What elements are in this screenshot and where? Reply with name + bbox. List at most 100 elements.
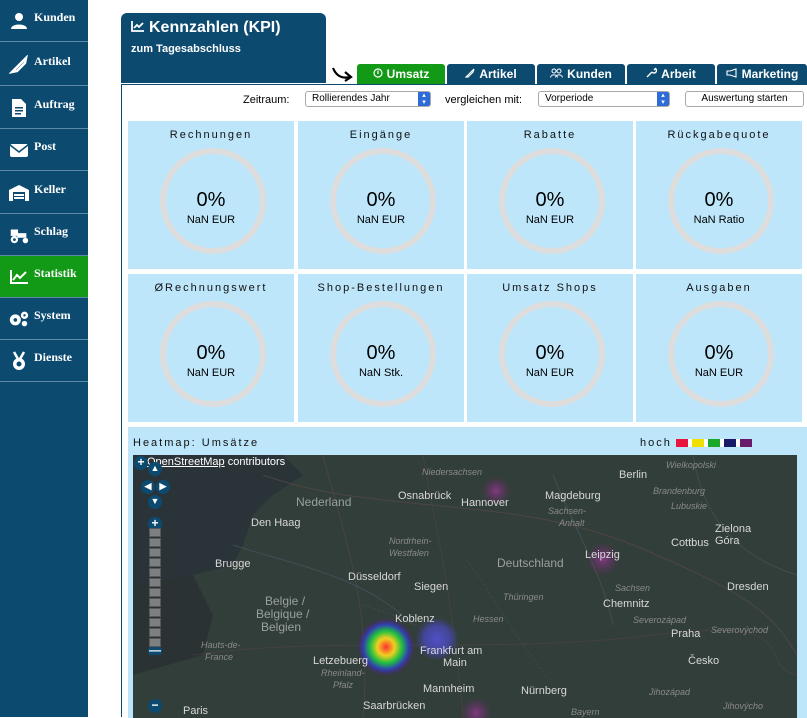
warehouse-icon (8, 182, 30, 204)
map-label: Hauts-de- (201, 640, 241, 650)
tab-artikel[interactable]: Artikel (447, 64, 535, 84)
heatmap-title: Heatmap: Umsätze (133, 437, 260, 449)
sidebar-item-label: Statistik (34, 266, 77, 280)
sidebar-item-auftrag[interactable]: Auftrag (0, 87, 88, 129)
map-label: Leipzig (585, 549, 620, 561)
sidebar-item-label: Post (34, 139, 56, 153)
zoom-level-segment[interactable] (149, 558, 161, 567)
kpi-card-eingaenge: Eingänge 0% NaN EUR (298, 121, 464, 269)
map-label: Nürnberg (521, 685, 567, 697)
vergleich-label: vergleichen mit: (445, 94, 523, 106)
kpi-ring (160, 301, 266, 407)
map-label: Niedersachsen (422, 467, 483, 477)
kpi-title: Shop-Bestellungen (317, 282, 445, 294)
sidebar-item-kunden[interactable]: Kunden (0, 0, 88, 42)
legend-swatch (703, 439, 708, 447)
kpi-ring (668, 148, 774, 254)
tab-marketing[interactable]: Marketing (717, 64, 807, 84)
zoom-level-segment[interactable] (149, 578, 161, 587)
chevron-updown-icon: ▴ ▾ (657, 92, 669, 106)
zoom-level-segment[interactable] (149, 538, 161, 547)
map-label: Westfalen (389, 548, 429, 558)
sidebar-item-keller[interactable]: Keller (0, 172, 88, 214)
zoom-level-segment[interactable] (149, 618, 161, 627)
map-attribution: OpenStreetMap contributors (147, 456, 285, 468)
tab-umsatz[interactable]: Umsatz (357, 64, 445, 84)
zoom-level-segment[interactable] (149, 608, 161, 617)
zeitraum-select[interactable]: Rollierendes Jahr ▴ ▾ (305, 91, 431, 107)
map-label: Osnabrück (398, 490, 452, 502)
sidebar-item-statistik[interactable]: Statistik (0, 256, 88, 298)
map-label: Góra (715, 535, 740, 547)
pan-right-button[interactable]: ▶ (156, 480, 170, 494)
tab-kunden[interactable]: Kunden (537, 64, 625, 84)
zeitraum-value: Rollierendes Jahr (312, 93, 390, 104)
zoom-level-segment[interactable] (149, 598, 161, 607)
map-label: Thüringen (503, 592, 544, 602)
sidebar-item-label: Auftrag (34, 97, 75, 111)
map-label: Dresden (727, 581, 769, 593)
osm-link[interactable]: OpenStreetMap (147, 456, 225, 468)
zoom-in-button[interactable]: + (148, 517, 162, 531)
sidebar-item-post[interactable]: Post (0, 129, 88, 171)
kpi-sub: NaN EUR (186, 367, 236, 379)
kpi-sub: NaN Stk. (358, 367, 403, 379)
pan-up-button[interactable]: ▲ (148, 462, 162, 476)
zoom-slider-handle[interactable]: — (148, 643, 162, 657)
kpi-title: Rechnungen (169, 129, 253, 141)
user-icon (8, 10, 30, 32)
sidebar-item-dienste[interactable]: Dienste (0, 340, 88, 382)
sidebar-item-label: Keller (34, 182, 66, 196)
map-label: Deutschland (497, 556, 564, 570)
document-icon (8, 97, 30, 119)
zoom-level-segment[interactable] (149, 588, 161, 597)
kpi-title: Rückgabequote (667, 129, 771, 141)
chevron-updown-icon: ▴ ▾ (418, 92, 430, 106)
tag-icon (8, 54, 30, 76)
heatmap-panel: Heatmap: Umsätze hoch (128, 427, 807, 718)
map-label: Berlin (619, 469, 648, 481)
kpi-title: Eingänge (349, 129, 413, 141)
kpi-value: 0% (196, 342, 226, 364)
zoom-level-segment[interactable] (149, 528, 161, 537)
arrow-right-icon (331, 67, 353, 82)
vergleich-value: Vorperiode (545, 93, 594, 104)
start-evaluation-button[interactable]: Auswertung starten (685, 91, 804, 107)
zoom-slider[interactable] (148, 527, 162, 647)
zoom-level-segment[interactable] (149, 638, 161, 647)
gears-icon (8, 308, 30, 330)
kpi-card-rechnungen: Rechnungen 0% NaN EUR (128, 121, 294, 269)
kpi-ring (160, 148, 266, 254)
chart-line-icon (131, 19, 145, 37)
vergleich-select[interactable]: Vorperiode ▴ ▾ (538, 91, 670, 107)
map-label: Jihozápad (649, 687, 691, 697)
sidebar-item-system[interactable]: System (0, 298, 88, 340)
pan-left-button[interactable]: ◀ (141, 480, 155, 494)
sidebar-item-artikel[interactable]: Artikel (0, 44, 88, 86)
heatmap-map[interactable]: OpenStreetMap contributors + ▲ ◀ ▶ ▼ + —… (133, 455, 797, 718)
zoom-level-segment[interactable] (149, 568, 161, 577)
kpi-title: Ausgaben (686, 282, 752, 294)
zoom-level-segment[interactable] (149, 548, 161, 557)
kpi-value: 0% (535, 189, 565, 211)
tab-arbeit[interactable]: Arbeit (627, 64, 715, 84)
legend-swatch (691, 439, 704, 447)
envelope-icon (8, 139, 30, 161)
pan-down-button[interactable]: ▼ (148, 495, 162, 509)
map-label: Main (443, 657, 467, 669)
zoom-in-small-button[interactable]: + (134, 456, 148, 470)
attribution-text: contributors (224, 456, 286, 468)
zoom-level-segment[interactable] (149, 628, 161, 637)
zeitraum-label: Zeitraum: (243, 94, 290, 106)
kpi-value: 0% (704, 342, 734, 364)
kpi-card-rabatte: Rabatte 0% NaN EUR (467, 121, 633, 269)
page-subtitle: zum Tagesabschluss (131, 43, 241, 55)
map-label: Lubuskie (671, 501, 708, 511)
legend-swatch (687, 439, 692, 447)
sidebar-item-schlag[interactable]: Schlag (0, 214, 88, 256)
map-label: Praha (671, 628, 701, 640)
kpi-card-rechnungswert: ØRechnungswert 0% NaN EUR (128, 274, 294, 422)
zoom-out-button[interactable]: − (148, 699, 162, 713)
map-label: Mannheim (423, 683, 475, 695)
kpi-value: 0% (704, 189, 734, 211)
